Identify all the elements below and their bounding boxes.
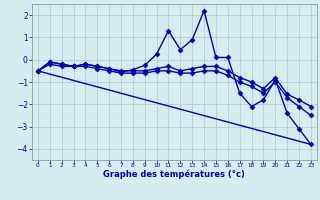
X-axis label: Graphe des températures (°c): Graphe des températures (°c) — [103, 170, 245, 179]
